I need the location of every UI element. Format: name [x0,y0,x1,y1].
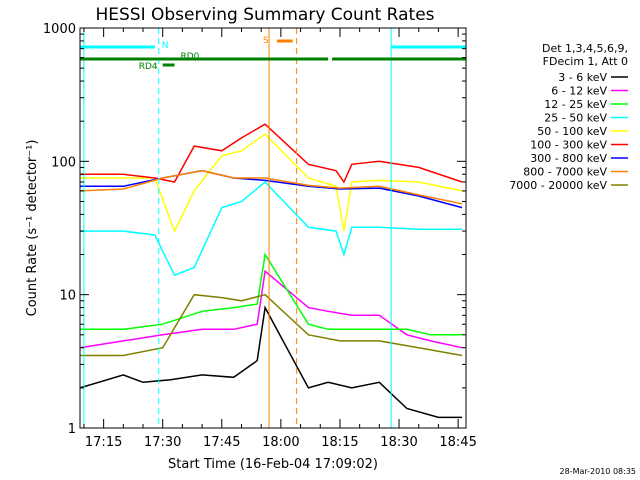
series-line-0 [79,305,463,419]
legend-label-4: 50 - 100 keV [537,125,607,138]
x-tick-label-3: 18:00 [262,435,299,450]
y-axis-ticks: 1 10 100 1000 [43,22,466,437]
legend-header-0: Det 1,3,4,5,6,9, [542,42,628,55]
legend-label-5: 100 - 300 keV [530,139,607,152]
y-tick-label-0: 1 [68,422,76,437]
series-line-5 [80,123,463,184]
series-line-4 [80,133,463,233]
legend-label-7: 800 - 7000 keV [523,166,607,179]
x-tick-label-5: 18:30 [380,435,417,450]
x-tick-label-6: 18:45 [439,435,476,450]
footer-timestamp: 28-Mar-2010 08:35 [560,467,637,476]
series-line-8 [80,293,463,357]
y-tick-label-1: 10 [59,289,76,304]
series-line-1 [79,269,463,349]
flag-label-3: RD0 [180,52,199,62]
series-line-2 [80,252,463,336]
series-line-7 [79,169,463,205]
x-tick-label-0: 17:15 [85,435,122,450]
series-line-3 [80,180,463,277]
y-tick-label-3: 1000 [43,22,76,37]
y-tick-label-2: 100 [51,155,76,170]
flag-label-4: S [263,36,269,46]
legend-label-2: 12 - 25 keV [544,98,607,111]
event-label-0: N [162,41,169,51]
legend-header-1: FDecim 1, Att 0 [543,55,628,68]
chart-title: HESSI Observing Summary Count Rates [95,5,434,25]
x-axis-label: Start Time (16-Feb-04 17:09:02) [168,457,378,472]
plot-frame [79,27,467,429]
x-tick-label-4: 18:15 [321,435,358,450]
x-tick-label-2: 17:45 [203,435,240,450]
legend-label-3: 25 - 50 keV [544,112,607,125]
legend-label-8: 7000 - 20000 keV [509,179,607,192]
legend-label-0: 3 - 6 keV [558,71,607,84]
legend-label-1: 6 - 12 keV [551,85,607,98]
plot-area: N RD4 RD0 S [79,28,467,428]
x-axis-ticks: 17:15 17:30 17:45 18:00 18:15 18:30 18:45 [83,28,477,450]
flag-label-2: RD4 [139,62,158,72]
legend-label-6: 300 - 800 keV [530,152,607,165]
y-axis-label: Count Rate (s⁻¹ detector⁻¹) [25,140,40,317]
x-tick-label-1: 17:30 [144,435,181,450]
series-line-6 [80,169,463,209]
legend: Det 1,3,4,5,6,9,FDecim 1, Att 0 3 - 6 keV… [509,42,628,192]
